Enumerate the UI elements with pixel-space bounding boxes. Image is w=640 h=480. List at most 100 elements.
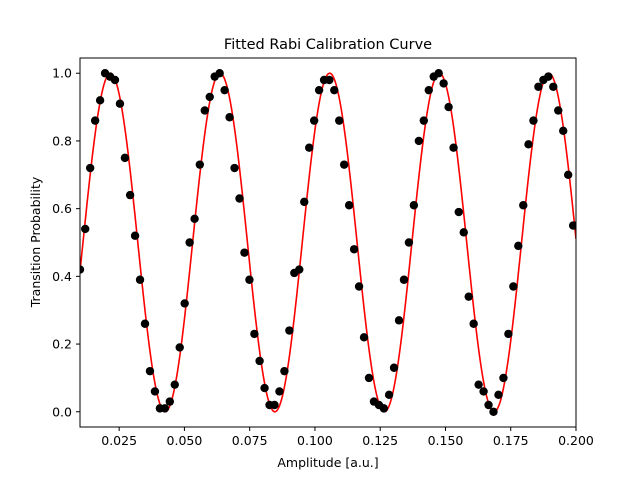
data-point — [534, 82, 543, 91]
data-point — [120, 153, 130, 163]
data-point — [514, 241, 523, 251]
data-point — [80, 265, 85, 274]
axes-frame — [79, 57, 577, 428]
data-point — [190, 214, 199, 224]
data-point — [185, 238, 194, 247]
data-point — [275, 387, 284, 396]
data-point — [459, 228, 468, 237]
data-point — [170, 380, 179, 389]
data-point — [314, 85, 324, 95]
data-point — [364, 373, 374, 383]
data-point — [85, 163, 95, 173]
data-point — [449, 143, 458, 152]
data-point — [444, 102, 453, 112]
data-point — [494, 390, 503, 400]
data-point — [335, 116, 344, 125]
x-tick-label: 0.075 — [232, 433, 268, 448]
y-tick-label: 0.2 — [52, 337, 72, 352]
data-points — [80, 69, 576, 416]
y-tick-label: 1.0 — [52, 66, 72, 81]
plot-area — [80, 69, 576, 416]
data-point — [250, 329, 259, 339]
data-point — [175, 343, 184, 352]
data-point — [145, 366, 155, 376]
data-point — [295, 265, 304, 274]
data-point — [81, 224, 90, 234]
data-point — [215, 69, 224, 78]
data-point — [280, 366, 289, 376]
data-point — [469, 319, 478, 328]
x-tick-label: 0.200 — [558, 433, 594, 448]
y-tick-label: 0.0 — [52, 404, 72, 419]
data-point — [130, 231, 140, 240]
data-point — [464, 292, 473, 301]
x-axis-ticks: 0.025 0.050 0.075 0.100 0.125 0.150 0.175 0.200 — [101, 427, 594, 448]
data-point — [135, 275, 145, 284]
data-point — [414, 136, 424, 146]
data-point — [115, 99, 125, 108]
data-point — [235, 194, 244, 203]
data-point — [439, 79, 448, 88]
y-tick-label: 0.4 — [52, 269, 72, 284]
data-point — [484, 400, 493, 410]
x-tick-label: 0.150 — [428, 433, 464, 448]
data-point — [519, 201, 528, 210]
data-point — [399, 275, 409, 284]
data-point — [394, 316, 404, 325]
x-tick-label: 0.025 — [101, 433, 137, 448]
data-point — [419, 116, 429, 125]
data-point — [110, 75, 120, 85]
data-point — [255, 356, 264, 366]
data-point — [330, 85, 339, 95]
data-point — [200, 106, 209, 115]
x-tick-label: 0.050 — [167, 433, 203, 448]
data-point — [305, 143, 314, 152]
data-point — [389, 363, 399, 372]
data-point — [260, 383, 269, 393]
data-point — [195, 160, 205, 169]
data-point — [140, 319, 150, 328]
data-point — [554, 106, 563, 115]
data-point — [434, 69, 443, 78]
data-point — [240, 248, 249, 257]
y-axis-ticks: 0.0 0.2 0.4 0.6 0.8 1.0 — [52, 66, 80, 419]
data-point — [404, 238, 414, 247]
x-tick-label: 0.125 — [362, 433, 398, 448]
data-point — [409, 201, 419, 210]
data-point — [529, 116, 538, 125]
data-point — [165, 397, 175, 406]
data-point — [339, 160, 349, 169]
y-tick-label: 0.8 — [52, 133, 72, 148]
data-point — [90, 116, 100, 125]
data-point — [489, 407, 498, 416]
y-tick-label: 0.6 — [52, 201, 72, 216]
data-point — [285, 326, 294, 335]
data-point — [559, 126, 568, 135]
data-point — [384, 390, 394, 400]
data-point — [349, 245, 359, 254]
chart-title: Fitted Rabi Calibration Curve — [224, 37, 432, 53]
data-point — [571, 221, 576, 230]
data-point — [245, 275, 254, 284]
data-point — [544, 72, 553, 81]
data-point — [230, 163, 239, 173]
data-point — [549, 82, 558, 91]
data-point — [225, 113, 234, 122]
data-point — [160, 404, 170, 413]
data-point — [309, 116, 319, 125]
data-point — [325, 75, 334, 85]
data-point — [344, 201, 354, 210]
x-axis-label: Amplitude [a.u.] — [277, 455, 378, 470]
data-point — [479, 387, 488, 396]
data-point — [504, 329, 513, 339]
data-point — [424, 85, 433, 95]
data-point — [180, 299, 189, 308]
data-point — [563, 170, 573, 179]
data-point — [454, 207, 463, 217]
x-tick-label: 0.175 — [493, 433, 529, 448]
data-point — [150, 387, 160, 396]
data-point — [125, 190, 135, 200]
data-point — [220, 85, 229, 95]
